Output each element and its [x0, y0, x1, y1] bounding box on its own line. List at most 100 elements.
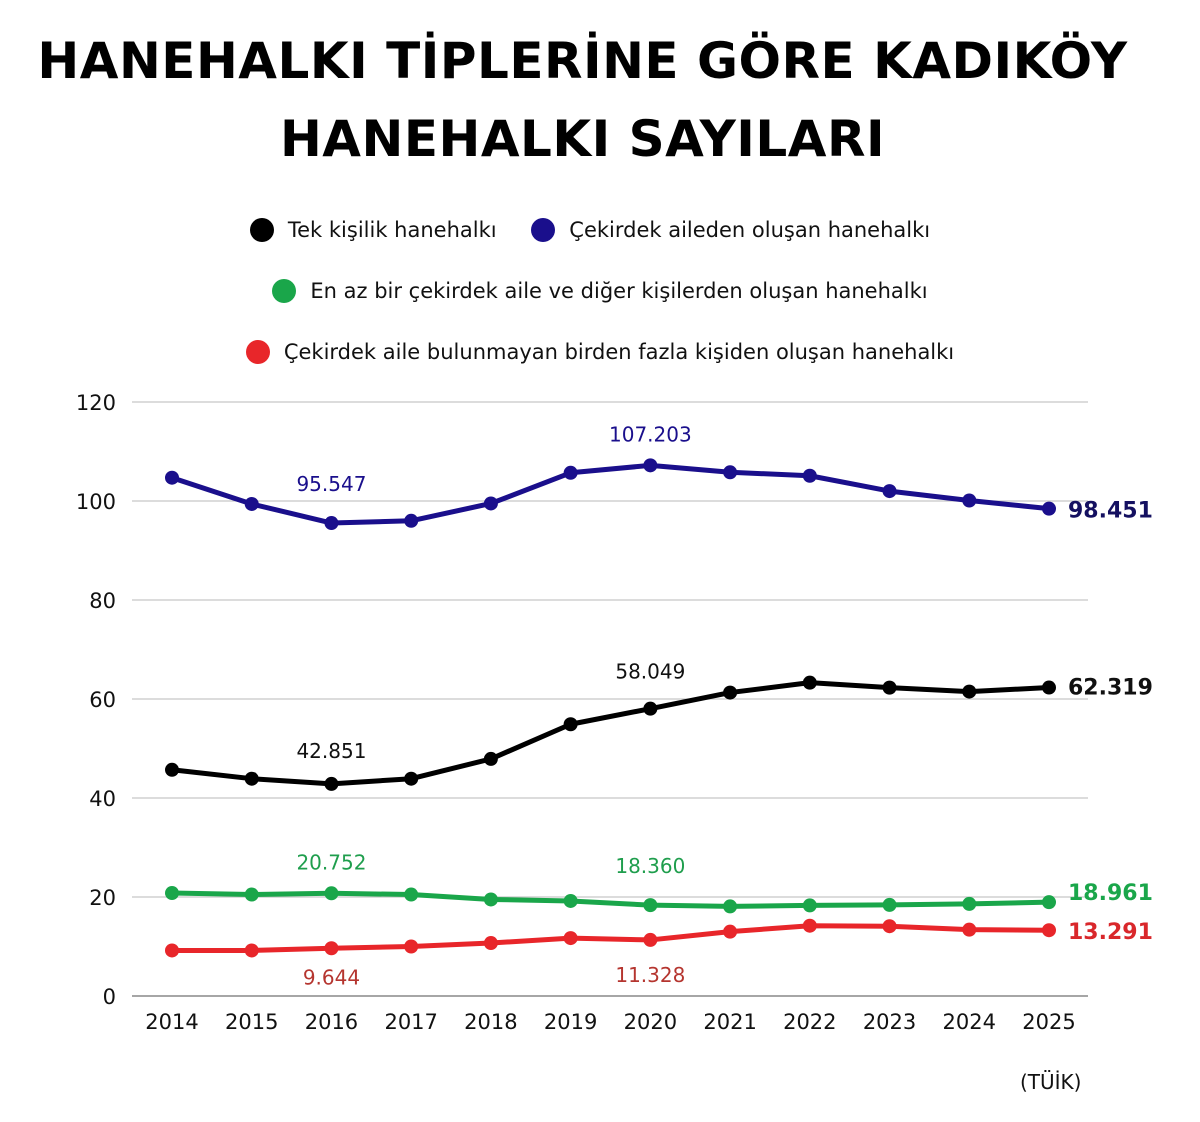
data-label-s3-2020: 11.328 [615, 963, 685, 987]
data-point-s2-2018 [483, 892, 498, 907]
data-point-s0-2015 [244, 771, 259, 786]
data-point-s2-2019 [563, 893, 578, 908]
legend-row-1: Tek kişilik hanehalkı Çekirdek aileden o… [0, 218, 1190, 247]
data-point-s0-2019 [563, 717, 578, 732]
data-point-s1-2025 [1042, 501, 1056, 516]
data-point-s2-2024 [962, 896, 977, 911]
x-tick-label-2018: 2018 [464, 1010, 517, 1034]
data-point-s2-2020 [643, 898, 658, 913]
data-point-s3-2024 [962, 922, 977, 937]
y-tick-label-60: 60 [89, 688, 116, 712]
data-point-s2-2015 [244, 887, 259, 902]
y-tick-label-0: 0 [103, 985, 116, 1009]
data-point-s1-2014 [165, 470, 179, 485]
series-line-0 [169, 680, 1052, 787]
series-line-2 [169, 890, 1052, 909]
data-point-s2-2014 [165, 886, 179, 901]
x-tick-label-2019: 2019 [544, 1010, 597, 1034]
x-tick-label-2021: 2021 [703, 1010, 756, 1034]
legend-row-3: Çekirdek aile bulunmayan birden fazla ki… [0, 340, 1200, 369]
data-point-s1-2017 [404, 513, 419, 528]
data-point-s0-2017 [404, 771, 419, 786]
data-point-s2-2025 [1042, 895, 1056, 910]
x-tick-label-2024: 2024 [943, 1010, 996, 1034]
data-point-s0-2018 [483, 751, 498, 766]
data-point-s3-2017 [404, 939, 419, 954]
legend-label: Çekirdek aileden oluşan hanehalkı [569, 218, 931, 242]
data-point-s1-2023 [882, 484, 897, 499]
y-axis-ticks: 0 20 40 60 80 100 120 [76, 391, 116, 1009]
data-point-s2-2016 [324, 886, 339, 901]
data-point-s0-2014 [165, 762, 179, 777]
source-label: (TÜİK) [1020, 1070, 1082, 1094]
data-point-s0-2022 [802, 675, 817, 690]
legend-item-tek-kisilik: Tek kişilik hanehalkı [249, 218, 497, 242]
legend-label: Çekirdek aile bulunmayan birden fazla ki… [283, 340, 955, 364]
data-point-s0-2023 [882, 680, 897, 695]
data-point-s3-2015 [244, 943, 259, 958]
x-tick-label-2025: 2025 [1022, 1010, 1075, 1034]
series-layer [165, 458, 1056, 958]
data-point-s3-2014 [165, 943, 179, 958]
legend-dot-green [272, 279, 297, 303]
data-label-s0-2020: 58.049 [615, 660, 685, 684]
legend-label: Tek kişilik hanehalkı [287, 218, 497, 242]
data-point-s3-2025 [1042, 923, 1056, 938]
x-tick-label-2022: 2022 [783, 1010, 836, 1034]
legend-item-en-az-bir-cekirdek: En az bir çekirdek aile ve diğer kişiler… [272, 279, 928, 303]
legend-dot-blue [531, 218, 556, 242]
data-point-s1-2018 [483, 496, 498, 511]
data-point-s3-2021 [723, 924, 738, 939]
data-label-s2-2020: 18.360 [615, 854, 685, 878]
end-label-s0: 62.319 [1068, 676, 1153, 701]
x-tick-label-2014: 2014 [145, 1010, 198, 1034]
legend-row-2: En az bir çekirdek aile ve diğer kişiler… [0, 279, 1200, 308]
data-point-s1-2019 [563, 465, 578, 480]
data-point-s3-2022 [802, 918, 817, 933]
data-point-s3-2019 [563, 931, 578, 946]
x-tick-label-2020: 2020 [624, 1010, 677, 1034]
y-tick-label-100: 100 [76, 490, 116, 514]
legend-item-cekirdek-aile: Çekirdek aileden oluşan hanehalkı [531, 218, 930, 242]
y-tick-label-40: 40 [89, 787, 116, 811]
legend-label: En az bir çekirdek aile ve diğer kişiler… [310, 279, 928, 303]
data-point-s0-2016 [324, 776, 339, 791]
data-label-s1-2016: 95.547 [296, 472, 366, 496]
data-point-s2-2023 [882, 897, 897, 912]
data-point-s3-2016 [324, 941, 339, 956]
data-label-s2-2016: 20.752 [296, 850, 366, 874]
y-tick-label-80: 80 [89, 589, 116, 613]
data-point-s0-2021 [723, 685, 738, 700]
data-point-s1-2016 [324, 516, 339, 531]
data-label-s1-2020: 107.203 [609, 422, 692, 446]
legend-dot-red [245, 340, 270, 364]
legend-item-cekirdek-aile-bulunmayan: Çekirdek aile bulunmayan birden fazla ki… [245, 340, 955, 364]
data-point-s1-2015 [244, 496, 259, 511]
y-tick-label-120: 120 [76, 391, 116, 415]
data-point-s3-2023 [882, 919, 897, 934]
end-label-s3: 13.291 [1068, 920, 1153, 945]
y-tick-label-20: 20 [89, 886, 116, 910]
chart-title: HANEHALKI TİPLERİNE GÖRE KADIKÖY HANEHAL… [0, 22, 1165, 178]
data-point-s3-2018 [483, 936, 498, 951]
x-axis-ticks: 2014 2015 2016 2017 2018 2019 2020 2021 2022 2023… [145, 1010, 1075, 1034]
data-label-s3-2016: 9.644 [303, 965, 360, 989]
data-point-s2-2022 [802, 898, 817, 913]
data-point-s0-2024 [962, 684, 977, 699]
chart-title-line-1: HANEHALKI TİPLERİNE GÖRE KADIKÖY [37, 32, 1128, 90]
series-line-1 [169, 462, 1052, 526]
legend-dot-black [249, 218, 274, 242]
end-label-s1: 98.451 [1068, 499, 1153, 524]
grid-layer [132, 401, 1088, 997]
x-tick-label-2015: 2015 [225, 1010, 278, 1034]
data-point-s1-2021 [723, 465, 738, 480]
data-point-s3-2020 [643, 932, 658, 947]
data-point-s1-2024 [962, 493, 977, 508]
data-point-s0-2025 [1042, 680, 1056, 695]
annotation-layer: 42.851 58.049 62.319 95.547 107.203 98.451 20.… [296, 422, 1152, 989]
data-point-s1-2022 [802, 468, 817, 483]
x-tick-label-2016: 2016 [305, 1010, 358, 1034]
x-tick-label-2017: 2017 [384, 1010, 437, 1034]
data-point-s1-2020 [643, 458, 658, 473]
x-tick-label-2023: 2023 [863, 1010, 916, 1034]
